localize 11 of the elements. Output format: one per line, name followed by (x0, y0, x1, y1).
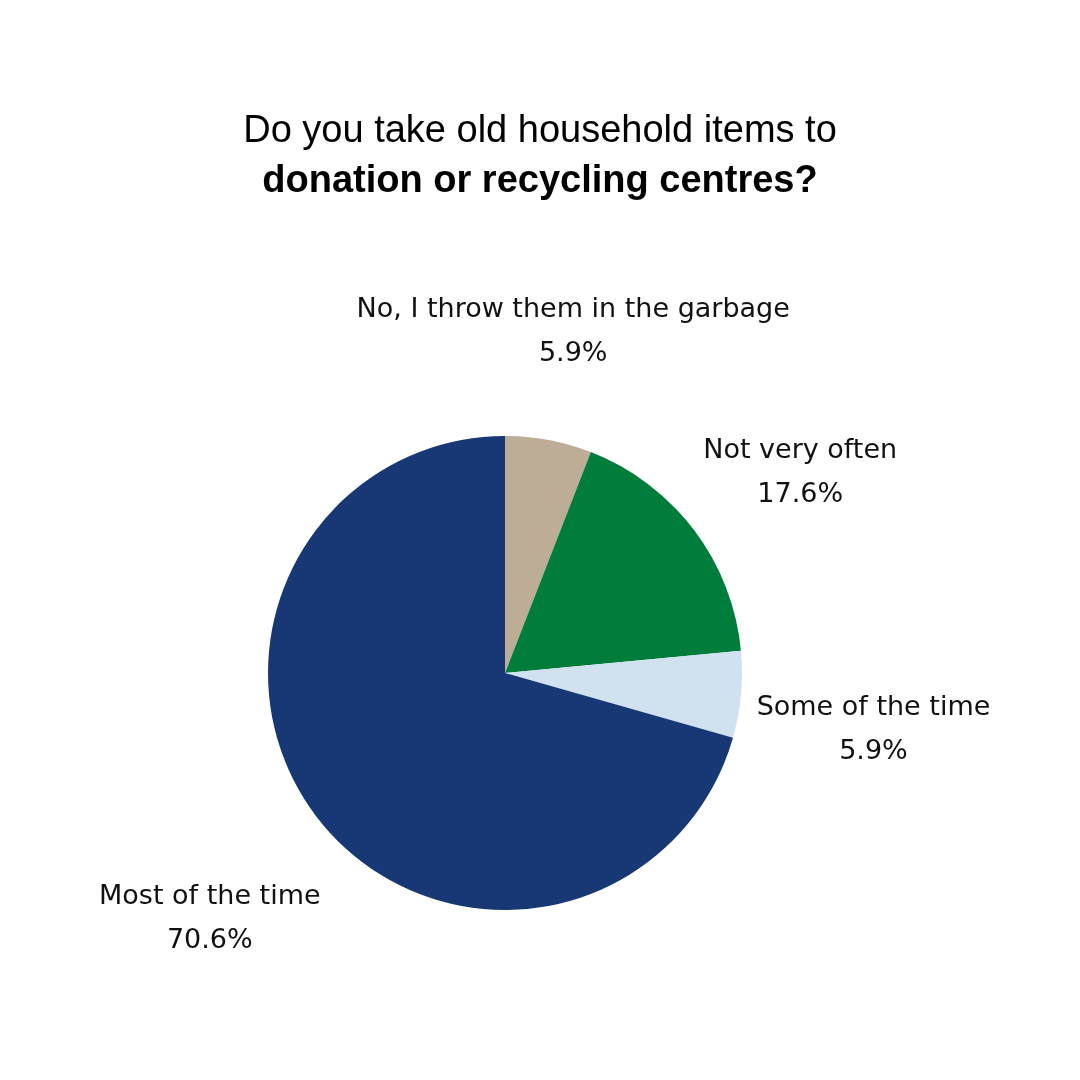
data-label: 17.6% (757, 476, 844, 508)
slice-label: Most of the time (99, 879, 321, 911)
data-label: 70.6% (166, 923, 253, 955)
slice-label: Some of the time (756, 689, 991, 721)
slice-label: Not very often (703, 432, 898, 464)
pie-slice (505, 436, 591, 673)
pie-slice (505, 650, 742, 738)
data-label: 5.9% (839, 733, 908, 765)
slice-label: No, I throw them in the garbage (356, 292, 790, 324)
chart-title: Do you take old household items to donation or recycling centres? (243, 108, 837, 200)
data-label: 5.9% (538, 336, 608, 368)
